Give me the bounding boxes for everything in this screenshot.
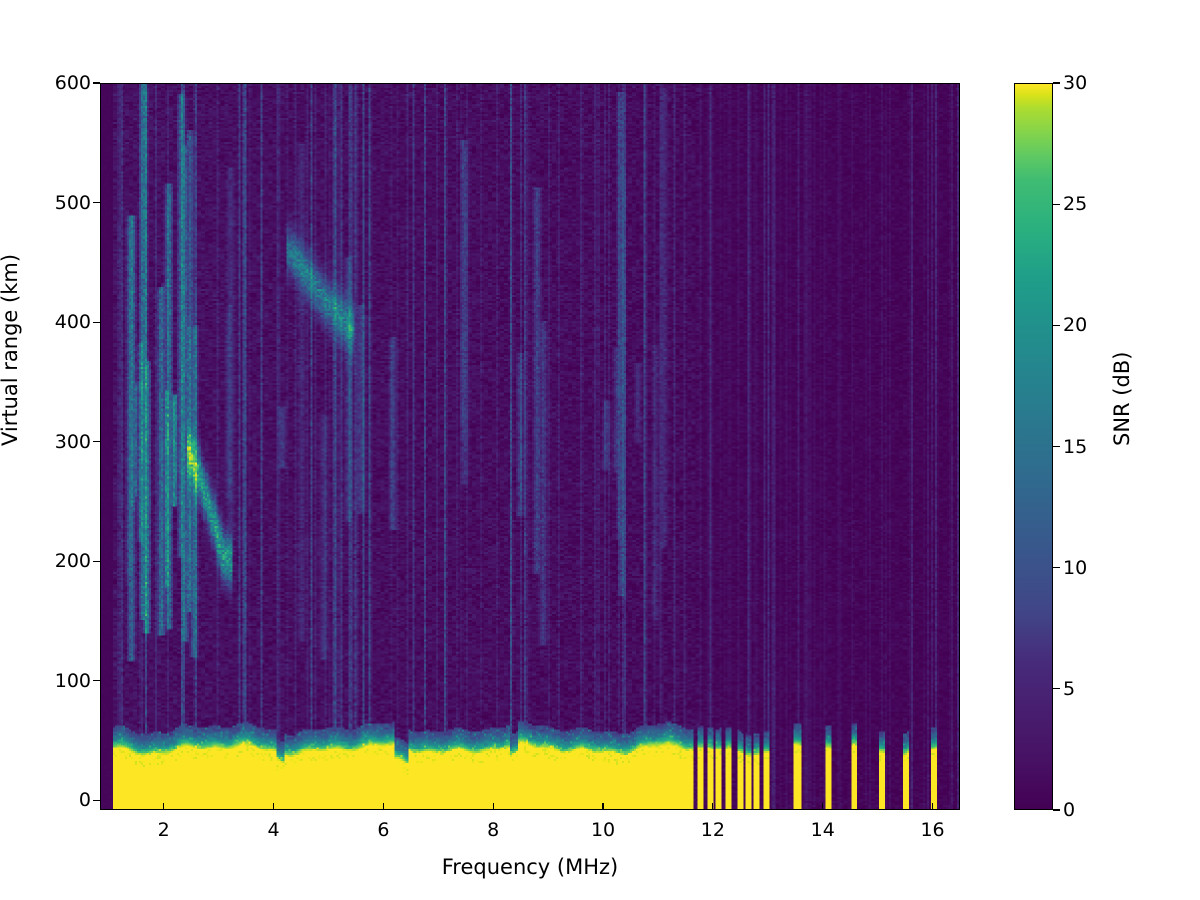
colorbar-tick-label: 30 xyxy=(1063,72,1088,94)
y-tick-label: 600 xyxy=(54,72,91,94)
colorbar-tick-label: 10 xyxy=(1063,556,1088,579)
y-tick-label: 300 xyxy=(54,430,91,453)
x-tick-mark xyxy=(492,803,494,810)
x-axis-label: Frequency (MHz) xyxy=(441,855,619,879)
x-tick-label: 4 xyxy=(267,819,280,841)
colorbar-tick-label: 15 xyxy=(1063,435,1088,458)
y-tick-mark xyxy=(93,560,100,562)
y-tick-mark xyxy=(93,799,100,802)
y-axis-label: Virtual range (km) xyxy=(0,253,22,446)
y-tick-mark xyxy=(93,201,100,204)
x-tick-mark xyxy=(382,803,384,810)
colorbar-tick-label: 25 xyxy=(1063,193,1088,216)
y-tick-label: 200 xyxy=(54,550,91,573)
y-tick-mark xyxy=(93,82,100,84)
colorbar-tick-mark xyxy=(1053,567,1060,569)
x-tick-label: 2 xyxy=(157,819,170,841)
y-tick-label: 100 xyxy=(54,669,91,692)
colorbar-ticks: 0 5 10 15 20 25 30 xyxy=(1053,72,1173,821)
plot-area xyxy=(100,83,960,810)
x-axis-ticks: 2 4 6 8 10 12 14 16 xyxy=(100,803,960,850)
colorbar-label: SNR (dB) xyxy=(1110,351,1134,446)
y-tick-label: 400 xyxy=(54,311,91,334)
x-tick-mark xyxy=(272,803,275,810)
colorbar-tick-mark xyxy=(1053,809,1060,811)
x-tick-mark xyxy=(602,803,604,810)
colorbar-tick-mark xyxy=(1053,82,1060,84)
x-tick-mark xyxy=(931,803,934,810)
x-tick-label: 8 xyxy=(487,819,500,841)
x-tick-label: 10 xyxy=(590,819,616,841)
x-tick-mark xyxy=(712,803,714,810)
ionogram-heatmap xyxy=(101,84,959,809)
x-tick-label: 16 xyxy=(920,819,945,841)
y-tick-label: 0 xyxy=(78,789,91,812)
colorbar-tick-label: 5 xyxy=(1063,677,1076,700)
colorbar-tick-label: 20 xyxy=(1063,314,1088,337)
y-tick-mark xyxy=(93,441,100,443)
y-tick-label: 500 xyxy=(54,191,91,214)
colorbar-tick-label: 0 xyxy=(1063,799,1076,821)
colorbar-tick-mark xyxy=(1053,203,1060,205)
colorbar-tick-mark xyxy=(1053,445,1060,448)
x-tick-label: 14 xyxy=(810,819,835,841)
colorbar-tick-mark xyxy=(1053,688,1060,690)
y-tick-mark xyxy=(93,321,100,323)
x-tick-mark xyxy=(822,803,824,810)
x-tick-label: 12 xyxy=(700,819,725,841)
x-tick-mark xyxy=(163,803,165,810)
x-tick-label: 6 xyxy=(377,819,390,841)
y-tick-mark xyxy=(93,680,100,682)
colorbar-gradient xyxy=(1014,83,1053,810)
colorbar-tick-mark xyxy=(1053,324,1060,326)
